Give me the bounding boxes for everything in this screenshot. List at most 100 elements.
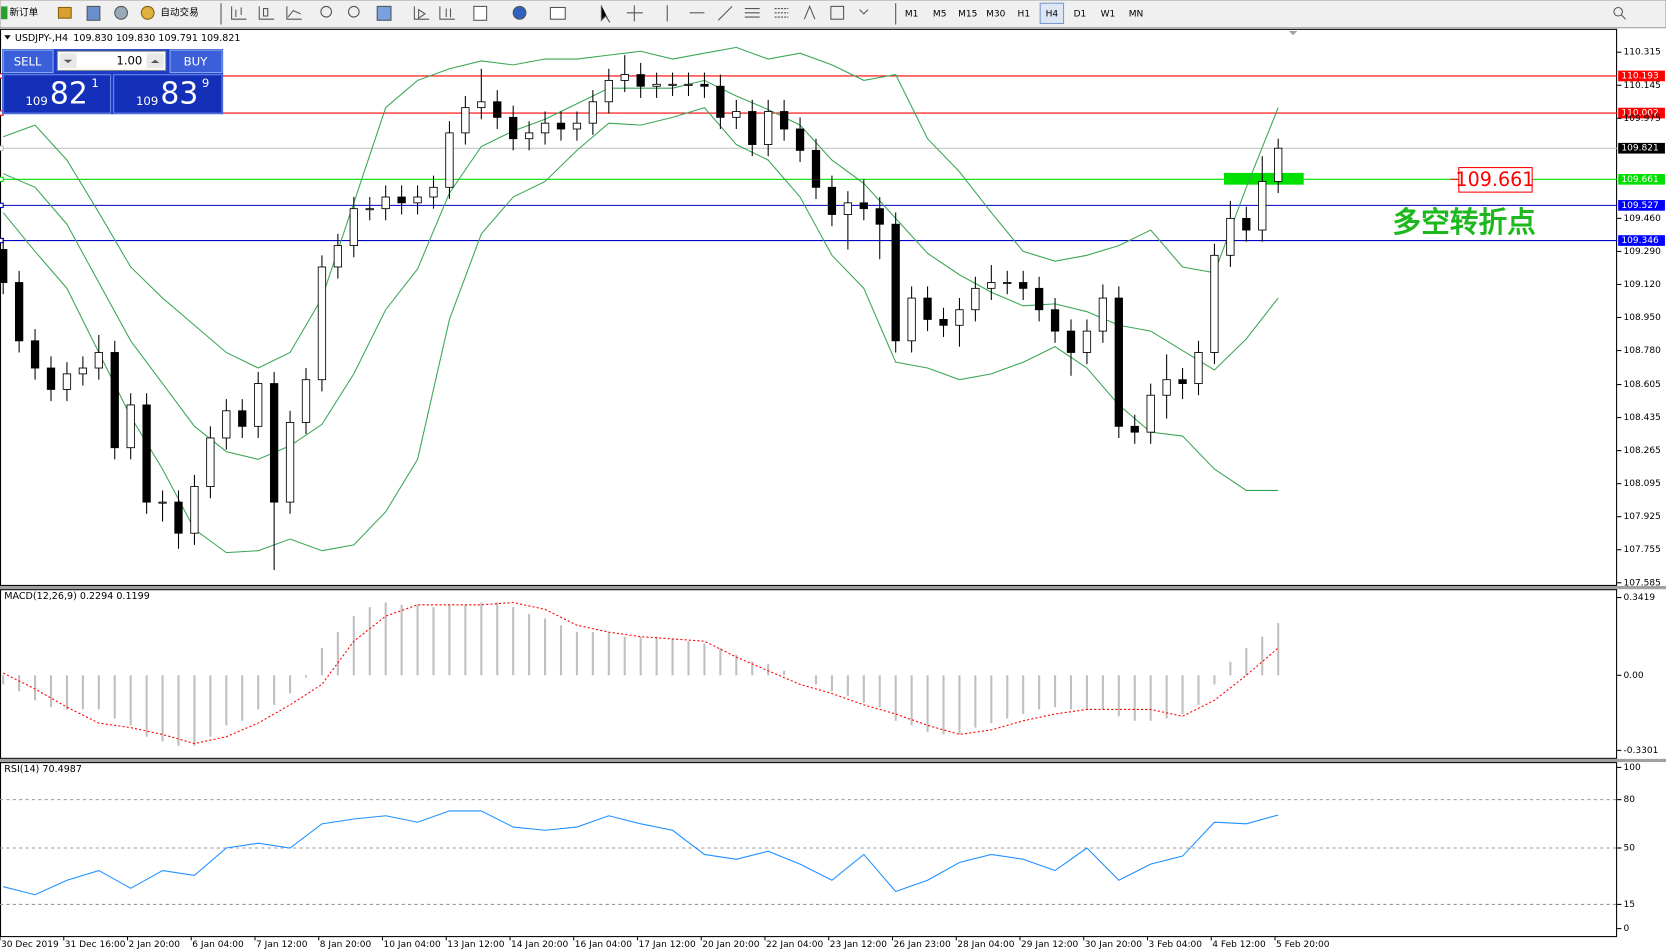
arrows-icon[interactable] [859, 9, 869, 15]
candle-body [1242, 217, 1251, 231]
text-icon[interactable] [803, 5, 816, 20]
y-tick-label: 109.975 [1624, 114, 1661, 124]
candle-body [1178, 379, 1187, 384]
y-tick-label: 110.145 [1624, 81, 1661, 91]
level-label: 110.193 [1621, 71, 1659, 81]
y-tick-label: 109.460 [1624, 214, 1662, 224]
x-tick-label: 28 Jan 04:00 [957, 940, 1014, 950]
sell-label[interactable]: SELL [14, 54, 42, 68]
toolbar-icon[interactable] [549, 6, 566, 20]
timeframe-button[interactable]: MN [1129, 9, 1144, 19]
lots-value[interactable]: 1.00 [116, 53, 142, 67]
timeframe-button[interactable]: M30 [986, 9, 1006, 19]
timeframe-button[interactable]: H1 [1018, 9, 1031, 19]
channel-icon[interactable] [744, 8, 760, 18]
timeframe-button[interactable]: M15 [958, 9, 977, 19]
x-tick-label: 23 Jan 12:00 [830, 940, 887, 950]
lots-input[interactable] [56, 50, 167, 71]
sell-price-pips: 82 [50, 76, 88, 111]
toolbar-icon[interactable] [231, 6, 247, 20]
new-order-button[interactable]: 新订单 [10, 6, 39, 18]
toolbar-icon[interactable] [439, 6, 455, 20]
candle-body [30, 340, 40, 369]
y-tick-label: 80 [1624, 795, 1636, 805]
level-handle [0, 176, 4, 182]
x-tick-label: 20 Jan 20:00 [702, 940, 759, 950]
timeframe-button[interactable]: M5 [933, 9, 947, 19]
candle-body [1114, 297, 1123, 427]
x-tick-label: 7 Jan 12:00 [256, 940, 308, 950]
candle-body [461, 107, 470, 134]
y-tick-label: 0.00 [1624, 671, 1644, 681]
crosshair-icon[interactable] [626, 5, 643, 22]
bollinger-upper [3, 46, 1279, 369]
label-icon[interactable] [830, 5, 845, 20]
candle-body [1274, 147, 1283, 182]
price-panel [0, 28, 1618, 586]
buy-label[interactable]: BUY [184, 54, 209, 68]
candle-body [445, 132, 454, 188]
candle-body [764, 111, 773, 145]
active-timeframe-frame [1039, 2, 1065, 25]
zoom-out-icon[interactable] [347, 5, 360, 18]
panel-separator [0, 758, 1666, 763]
buy-price-box[interactable] [113, 74, 223, 114]
x-tick-label: 10 Jan 04:00 [384, 940, 441, 950]
level-label-box [1618, 235, 1665, 246]
x-tick-label: 29 Jan 12:00 [1021, 940, 1078, 950]
y-tick-label: 0 [1624, 924, 1630, 934]
auto-trading-button[interactable]: 自动交易 [160, 6, 198, 18]
sell-button[interactable] [2, 49, 54, 74]
candle-body [509, 116, 518, 140]
auto-trading-icon[interactable] [140, 5, 155, 20]
toolbar-icon[interactable] [258, 6, 275, 20]
toolbar-icon[interactable] [86, 5, 101, 21]
candle-body [939, 319, 948, 326]
toolbar-icon[interactable] [512, 5, 527, 20]
level-label-box [1618, 107, 1665, 119]
candle-body [1162, 379, 1171, 396]
new-order-icon[interactable] [1, 6, 8, 20]
timeframe-button[interactable]: H4 [1046, 9, 1059, 19]
timeframe-button[interactable]: W1 [1101, 9, 1116, 19]
y-tick-label: 108.950 [1624, 313, 1662, 323]
candle-body [46, 367, 56, 390]
toolbar-icon[interactable] [413, 6, 430, 20]
timeframe-button[interactable]: D1 [1074, 9, 1087, 19]
y-tick-label: 108.265 [1624, 446, 1661, 456]
buy-button[interactable] [169, 49, 223, 74]
toolbar-icon[interactable] [114, 5, 129, 20]
candle-body [365, 208, 374, 211]
candle-body [429, 186, 438, 198]
x-tick-label: 16 Jan 04:00 [575, 940, 632, 950]
candle-body [1082, 330, 1092, 353]
toolbar-icon[interactable] [286, 6, 302, 20]
candle-body [62, 373, 72, 390]
candle-body [859, 202, 868, 210]
candle-body [477, 101, 486, 109]
sell-price-box[interactable] [2, 74, 112, 114]
candle-body [0, 249, 8, 283]
y-tick-label: 109.120 [1624, 280, 1662, 290]
candle-body [1130, 425, 1139, 433]
x-tick-label: 8 Jan 20:00 [320, 940, 372, 950]
trendline-icon[interactable] [717, 6, 733, 21]
candle-body [94, 352, 103, 369]
macd-panel [0, 589, 1618, 759]
cursor-icon[interactable] [600, 5, 611, 23]
candle-body [1226, 217, 1235, 256]
toolbar-icon[interactable] [57, 6, 72, 19]
candle-body [174, 501, 183, 534]
level-label: 109.346 [1621, 236, 1659, 246]
toolbar-icon[interactable] [473, 5, 488, 21]
toolbar-icon[interactable] [376, 5, 392, 21]
candle-body [556, 122, 566, 130]
fibo-icon[interactable] [774, 8, 789, 18]
level-label-box [1618, 173, 1665, 185]
x-tick-label: 5 Feb 20:00 [1276, 940, 1330, 950]
search-icon[interactable] [1613, 6, 1623, 17]
y-tick-label: 108.435 [1624, 413, 1661, 423]
timeframe-button[interactable]: M1 [905, 9, 919, 19]
zoom-in-icon[interactable] [320, 5, 333, 18]
